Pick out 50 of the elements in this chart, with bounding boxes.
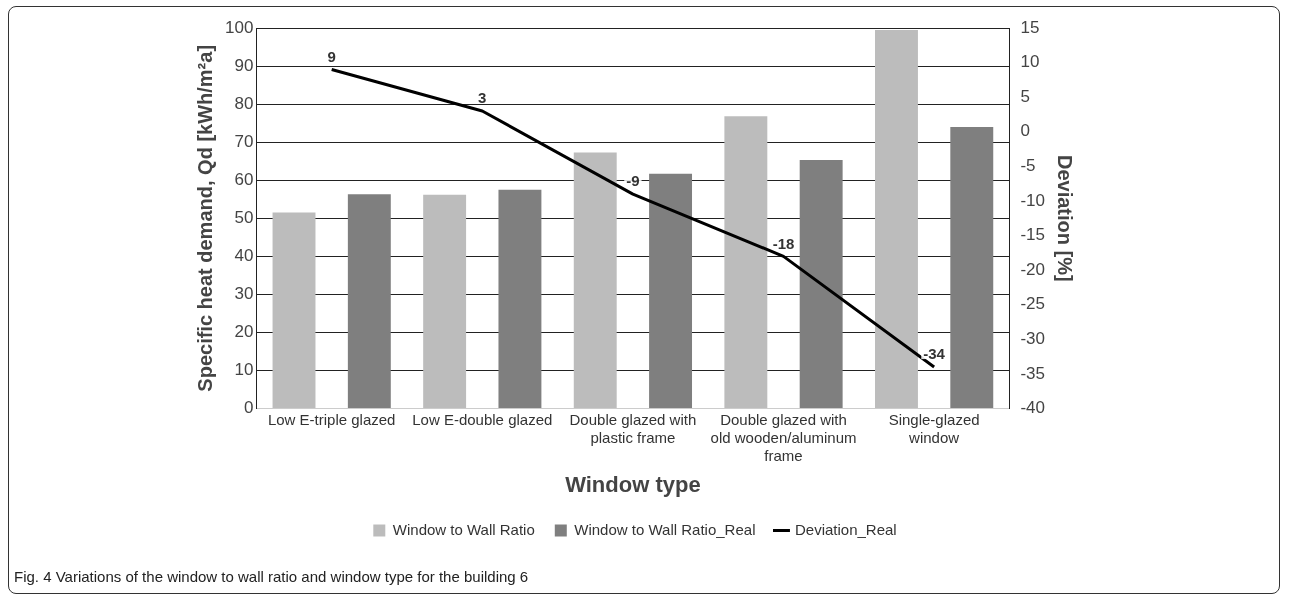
y-tick-label: 40 xyxy=(234,246,254,266)
x-axis-title: Window type xyxy=(565,471,701,497)
y2-tick-label: 5 xyxy=(1020,86,1030,106)
bar xyxy=(649,173,693,409)
y2-tick-label: -40 xyxy=(1020,398,1046,418)
y2-tick-label: -5 xyxy=(1020,156,1036,176)
y-tick-label: 60 xyxy=(234,169,254,189)
y2-tick-label: -25 xyxy=(1020,294,1046,314)
y-tick-label: 20 xyxy=(234,322,254,342)
y-tick-label: 0 xyxy=(243,398,254,418)
y-tick-label: 10 xyxy=(234,360,254,380)
y-tick-label: 70 xyxy=(234,131,254,151)
y2-axis-title: Deviation [%] xyxy=(1054,154,1077,282)
y2-tick-label: -10 xyxy=(1020,190,1046,210)
y2-tick-label: 15 xyxy=(1020,17,1040,37)
x-tick-label: Low E-triple glazed xyxy=(267,410,396,428)
y2-tick-label: -30 xyxy=(1020,329,1046,349)
bar xyxy=(573,152,617,409)
x-tick-label: Single-glazed window xyxy=(888,410,980,446)
x-tick-label: Low E-double glazed xyxy=(412,410,553,428)
y-tick-label: 30 xyxy=(234,284,254,304)
y2-tick-label: -15 xyxy=(1020,225,1046,245)
data-label: 9 xyxy=(327,47,336,65)
bar xyxy=(423,194,467,409)
legend-label: Window to Wall Ratio xyxy=(392,520,535,538)
bar xyxy=(498,189,542,409)
bar xyxy=(875,29,918,409)
bar xyxy=(272,212,316,409)
bar xyxy=(724,116,768,409)
x-tick-label: Double glazed with plastic frame xyxy=(569,410,697,446)
bar xyxy=(950,126,994,409)
y2-tick-label: -35 xyxy=(1020,363,1046,383)
y2-tick-label: -20 xyxy=(1020,259,1046,279)
caption: Fig. 4 Variations of the window to wall ratio and window type for the building 6 xyxy=(14,568,529,585)
y-axis-title: Specific heat demand, Qd [kWh/m²a] xyxy=(193,44,216,392)
x-tick-label: Double glazed with old wooden/aluminum frame xyxy=(710,410,857,464)
bar xyxy=(347,194,391,409)
y2-tick-label: 10 xyxy=(1020,52,1040,72)
y-tick-label: 100 xyxy=(224,17,254,37)
legend-label: Window to Wall Ratio_Real xyxy=(574,520,756,538)
data-label: 3 xyxy=(478,89,487,107)
y-tick-label: 80 xyxy=(234,93,254,113)
data-label: -18 xyxy=(772,234,795,252)
data-label: -9 xyxy=(626,172,640,190)
y-tick-label: 90 xyxy=(234,55,254,75)
y-tick-label: 50 xyxy=(234,207,254,227)
legend-label: Deviation_Real xyxy=(794,520,897,538)
data-label: -34 xyxy=(923,345,946,363)
bar xyxy=(799,160,843,409)
y2-tick-label: 0 xyxy=(1020,121,1030,141)
